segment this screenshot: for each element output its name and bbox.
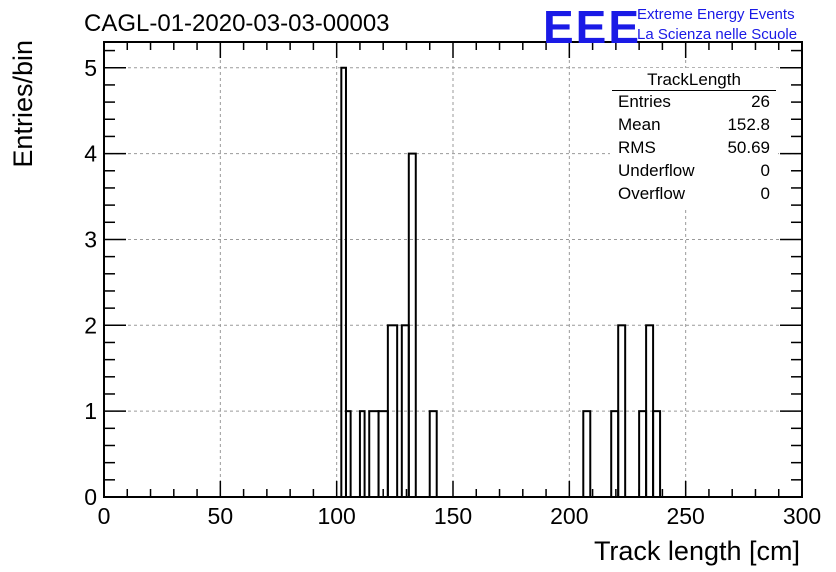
logo-mark: EEE — [543, 1, 642, 53]
stats-value: 0 — [760, 161, 770, 180]
histogram-bar — [377, 410, 389, 498]
stats-key: Overflow — [618, 184, 686, 203]
histogram-bar — [638, 410, 648, 498]
x-tick-label: 250 — [666, 503, 704, 529]
stats-key: Mean — [618, 115, 661, 134]
stats-key: Underflow — [618, 161, 695, 180]
stats-row-mean: Mean 152.8 — [618, 115, 770, 137]
stats-row-entries: Entries 26 — [618, 92, 770, 114]
x-tick-label: 200 — [550, 503, 588, 529]
stats-row-underflow: Underflow 0 — [618, 161, 770, 183]
logo-tagline-2: La Scienza nelle Scuole — [637, 26, 798, 43]
stats-value: 152.8 — [727, 115, 770, 134]
y-tick-label: 5 — [84, 55, 97, 81]
y-tick-label: 3 — [84, 226, 97, 252]
histogram-bar — [610, 410, 620, 498]
histogram-bar — [358, 410, 366, 498]
stats-row-overflow: Overflow 0 — [618, 184, 770, 206]
y-axis-label: Entries/bin — [8, 40, 38, 168]
logo-tagline-1: Extreme Energy Events — [637, 6, 795, 23]
x-tick-label: 50 — [208, 503, 234, 529]
histogram-bar — [368, 410, 380, 498]
stats-divider — [612, 90, 776, 91]
axis-ticks — [103, 42, 803, 498]
run-title: CAGL-01-2020-03-03-00003 — [84, 10, 390, 37]
y-tick-label: 2 — [84, 312, 97, 338]
histogram-bar — [652, 410, 662, 498]
stats-value: 0 — [760, 184, 770, 203]
stats-key: Entries — [618, 92, 671, 111]
x-tick-label: 150 — [434, 503, 472, 529]
y-tick-label: 4 — [84, 141, 97, 167]
histogram-bars — [340, 66, 662, 499]
grid-lines — [104, 42, 802, 497]
x-tick-label: 300 — [783, 503, 821, 529]
stats-value: 26 — [751, 92, 770, 111]
x-tick-label: 0 — [98, 503, 111, 529]
x-axis-label: Track length [cm] — [594, 536, 800, 566]
stats-row-rms: RMS 50.69 — [618, 138, 770, 160]
histogram-bar — [428, 410, 438, 498]
y-tick-label: 0 — [84, 484, 97, 510]
tick-labels: 0 50 100 150 200 250 300 0 1 2 3 4 5 — [84, 55, 821, 529]
stats-title: TrackLength — [647, 70, 741, 89]
stats-value: 50.69 — [727, 138, 770, 157]
histogram-bar — [582, 410, 592, 498]
histogram-bar — [344, 410, 352, 498]
y-tick-label: 1 — [84, 398, 97, 424]
stats-key: RMS — [618, 138, 656, 157]
stats-box: TrackLength Entries 26 Mean 152.8 RMS 50… — [610, 68, 778, 210]
x-tick-label: 100 — [317, 503, 355, 529]
